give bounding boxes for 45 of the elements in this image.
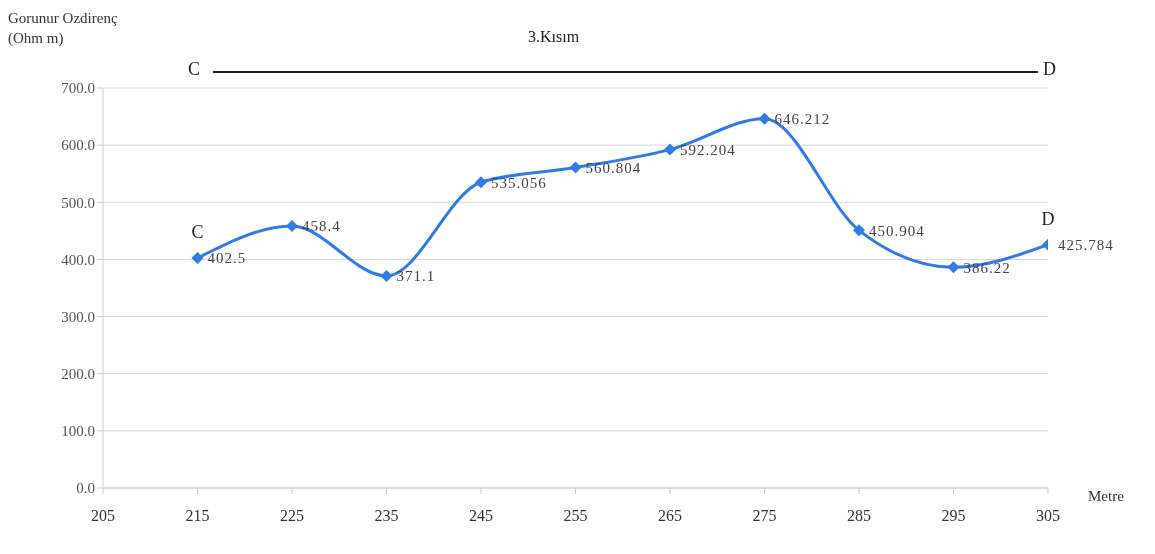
x-tick-label: 205 <box>91 507 115 525</box>
y-tick-label: 100.0 <box>61 423 95 440</box>
y-tick-label: 300.0 <box>61 308 95 325</box>
point <box>853 224 865 237</box>
point <box>286 220 298 233</box>
data-label: 371.1 <box>396 268 436 285</box>
data-label: 458.4 <box>302 218 341 235</box>
point <box>758 112 771 125</box>
x-tick-label: 265 <box>658 507 682 525</box>
x-tick-label: 235 <box>374 507 399 525</box>
y-tick-label: 500.0 <box>61 194 95 211</box>
point <box>569 161 582 174</box>
y-tick-label: 600.0 <box>61 137 95 154</box>
y-tick-label: 700.0 <box>61 80 95 97</box>
y-axis-title: Gorunur Ozdirenç (Ohm m) <box>8 9 118 48</box>
x-tick-label: 295 <box>941 507 966 525</box>
point <box>191 252 204 264</box>
x-tick-label: 255 <box>563 507 588 525</box>
point <box>475 176 487 189</box>
data-label: 535.056 <box>491 174 547 191</box>
annotation: C <box>191 222 204 242</box>
data-label: 425.784 <box>1058 237 1114 254</box>
text: C <box>188 59 201 80</box>
data-label: 646.212 <box>774 111 831 128</box>
x-tick-label: 275 <box>752 507 777 525</box>
x-tick-label: 285 <box>847 507 871 525</box>
point <box>664 143 676 156</box>
chart-title: 3.Kısım <box>528 28 580 46</box>
y-tick-label: 400.0 <box>61 251 95 268</box>
y-tick-label: 0.0 <box>76 480 95 497</box>
data-label: 560.804 <box>585 159 642 176</box>
point <box>947 261 960 274</box>
data-label: 402.5 <box>207 250 247 267</box>
data-label: 592.204 <box>680 141 736 158</box>
x-tick-label: 245 <box>469 507 493 525</box>
text: D <box>1043 59 1056 80</box>
data-label: 450.904 <box>869 222 925 239</box>
annotation: D <box>1041 208 1055 229</box>
point <box>380 269 393 282</box>
x-tick-label: 225 <box>280 507 304 525</box>
x-tick-label: 305 <box>1036 507 1060 525</box>
y-tick-label: 200.0 <box>61 366 95 383</box>
x-axis-title: Metre <box>1088 488 1124 505</box>
x-tick-label: 215 <box>185 507 210 525</box>
data-label: 386.22 <box>963 259 1011 276</box>
